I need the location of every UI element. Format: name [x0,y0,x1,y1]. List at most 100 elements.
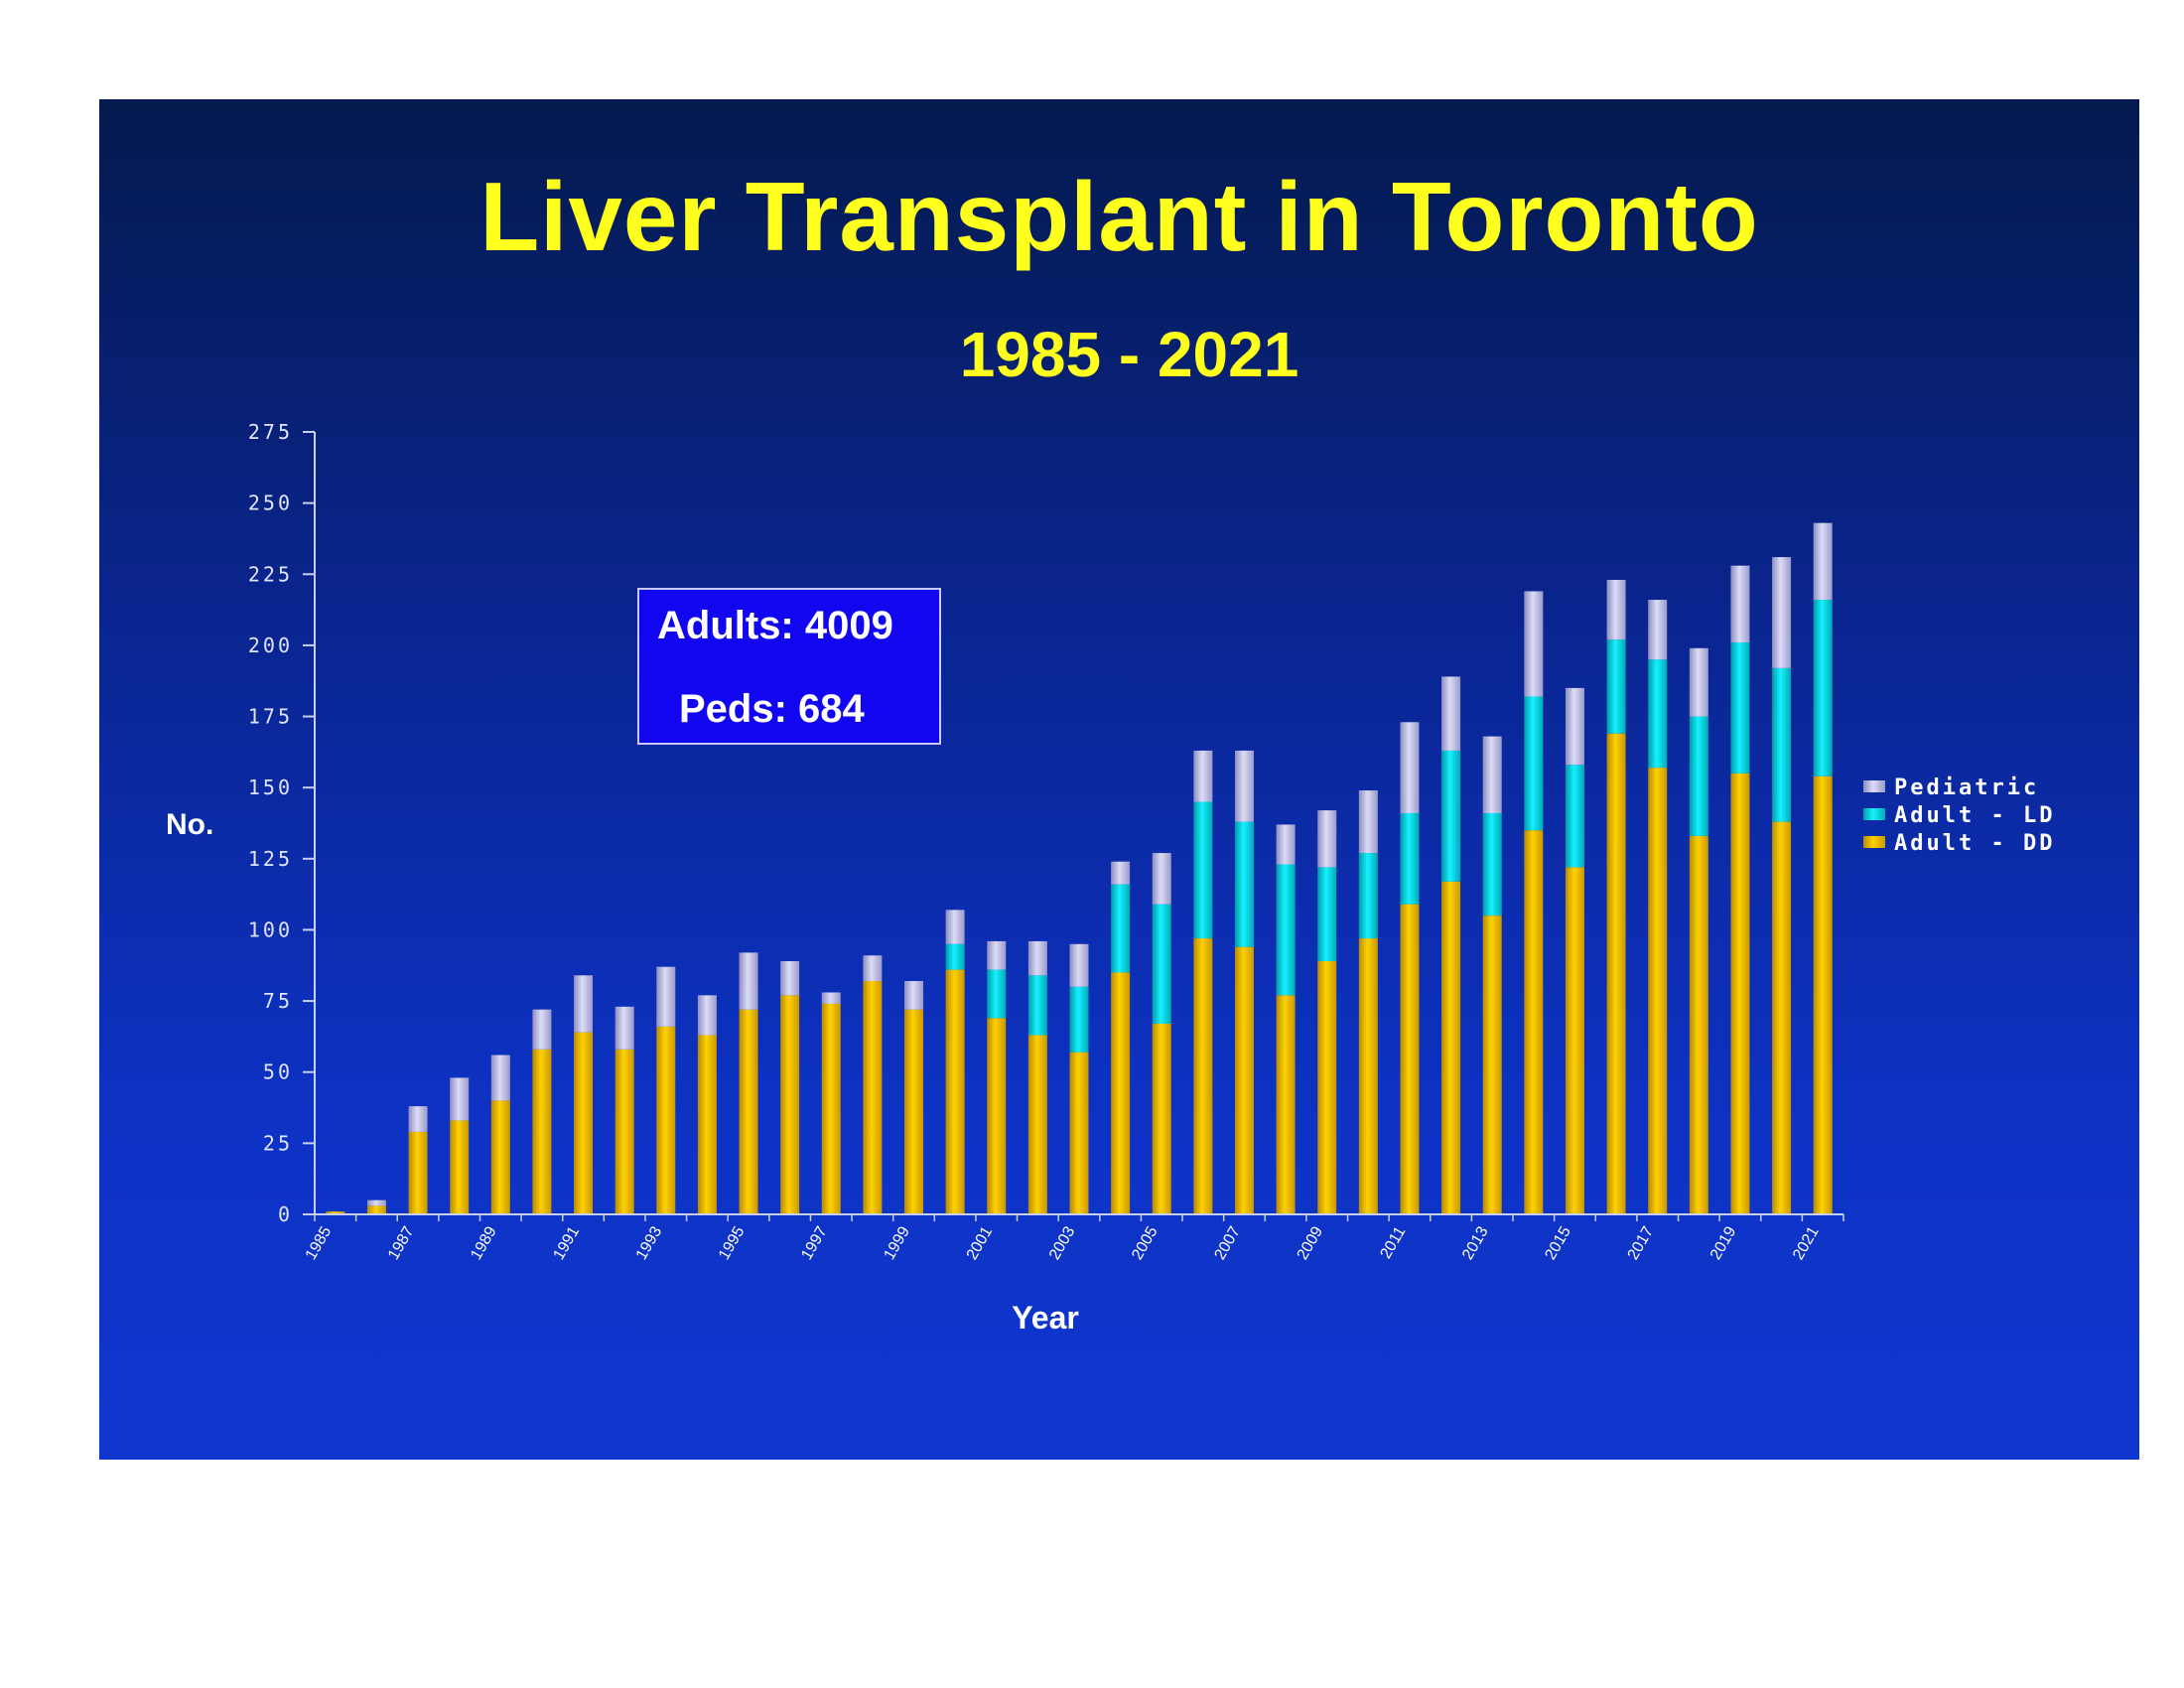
x-tick-label: 2019 [1707,1223,1740,1262]
x-tick-label: 1995 [716,1223,749,1262]
bar-adult-dd-2013 [1482,915,1502,1214]
chart-title: Liver Transplant in Toronto [479,162,1759,271]
y-tick-label: 50 [263,1060,293,1084]
y-tick-label: 200 [248,633,293,657]
x-tick-label: 2005 [1129,1223,1161,1262]
y-tick-label: 275 [248,420,293,444]
bar-adult-dd-2000 [945,969,965,1214]
bar-pediatric-2011 [1400,722,1420,813]
bar-pediatric-1992 [614,1006,634,1050]
y-tick-label: 250 [248,492,293,515]
bar-adult-dd-2014 [1524,830,1544,1214]
slide-background: Liver Transplant in Toronto 1985 - 2021 … [99,99,2139,1460]
bar-adult-dd-1996 [780,995,800,1214]
bar-adult-dd-1998 [863,981,883,1214]
bar-adult-ld-2010 [1358,853,1378,939]
bar-pediatric-2005 [1152,853,1171,905]
bar-pediatric-1991 [574,975,594,1033]
x-tick-label: 2003 [1046,1223,1079,1262]
bar-adult-ld-2002 [1027,975,1047,1036]
bar-adult-ld-2003 [1069,986,1089,1053]
bar-adult-dd-1993 [656,1026,676,1214]
bar-adult-dd-2021 [1813,775,1833,1214]
bar-adult-dd-1985 [326,1211,345,1214]
bar-pediatric-2008 [1276,824,1296,865]
legend: Pediatric Adult - LD Adult - DD [1863,775,2055,856]
bar-pediatric-2000 [945,910,965,944]
x-tick-label: 1985 [303,1223,336,1262]
bar-pediatric-1989 [490,1055,510,1101]
bar-pediatric-2016 [1606,580,1626,640]
bar-pediatric-1995 [739,952,758,1010]
bar-adult-dd-2011 [1400,904,1420,1214]
bar-pediatric-1996 [780,960,800,996]
bar-adult-ld-2013 [1482,812,1502,916]
bar-pediatric-2010 [1358,790,1378,854]
bar-pediatric-2013 [1482,736,1502,813]
legend-label-adult-ld: Adult - LD [1894,803,2055,828]
legend-label-adult-dd: Adult - DD [1894,831,2055,856]
x-tick-label: 2021 [1790,1223,1823,1262]
legend-label-pediatric: Pediatric [1894,775,2039,800]
bar-adult-dd-2004 [1111,972,1131,1214]
bar-adult-dd-2019 [1730,773,1750,1214]
bar-adult-ld-2014 [1524,696,1544,831]
bar-pediatric-1997 [821,992,841,1004]
adults-total-label: Adults: 4009 [657,604,893,647]
bar-adult-dd-1986 [366,1205,386,1214]
bar-pediatric-2003 [1069,943,1089,987]
x-tick-label: 2017 [1625,1223,1658,1262]
bar-adult-dd-2018 [1689,835,1708,1214]
bar-pediatric-2012 [1441,676,1461,751]
bar-pediatric-1998 [863,955,883,982]
y-tick-label: 100 [248,917,293,941]
bar-adult-dd-1990 [532,1049,552,1214]
bar-adult-dd-1988 [450,1120,470,1214]
bar-adult-dd-2003 [1069,1052,1089,1214]
peds-total-label: Peds: 684 [679,687,865,731]
y-tick-label: 0 [278,1202,293,1226]
bar-adult-ld-2021 [1813,600,1833,776]
x-axis-label: Year [1012,1300,1079,1336]
bar-adult-dd-2012 [1441,881,1461,1214]
bar-adult-ld-2018 [1689,716,1708,836]
bar-adult-ld-2016 [1606,639,1626,734]
bar-adult-dd-2008 [1276,995,1296,1214]
legend-swatch-pediatric [1863,780,1885,792]
totals-annotation-box: Adults: 4009 Peds: 684 [637,588,941,745]
bar-adult-dd-2009 [1317,960,1337,1214]
bar-adult-dd-1997 [821,1003,841,1214]
x-tick-label: 1991 [550,1223,583,1262]
bar-pediatric-2017 [1648,600,1668,660]
bar-pediatric-2015 [1565,687,1584,766]
bar-adult-ld-2006 [1193,801,1213,939]
x-tick-label: 2013 [1459,1223,1492,1262]
bar-adult-dd-2001 [987,1018,1007,1214]
bar-pediatric-2019 [1730,565,1750,643]
bar-pediatric-1988 [450,1077,470,1121]
bar-adult-ld-2017 [1648,659,1668,769]
y-tick-label: 175 [248,705,293,729]
bar-adult-dd-2005 [1152,1024,1171,1214]
bar-adult-ld-2009 [1317,867,1337,961]
y-tick-label: 225 [248,562,293,586]
bar-pediatric-2007 [1234,750,1254,822]
bar-pediatric-2018 [1689,647,1708,717]
bar-adult-dd-1987 [408,1131,428,1214]
bar-pediatric-2006 [1193,750,1213,802]
x-tick-label: 1993 [633,1223,666,1262]
x-tick-label: 1999 [881,1223,913,1262]
bar-pediatric-2021 [1813,522,1833,601]
bar-adult-dd-2015 [1565,867,1584,1214]
bar-adult-dd-1989 [490,1100,510,1214]
bar-adult-dd-1995 [739,1009,758,1214]
bar-adult-dd-2020 [1772,821,1792,1214]
legend-swatch-adult-dd [1863,836,1885,848]
bar-adult-ld-2000 [945,943,965,970]
bar-pediatric-1993 [656,966,676,1027]
stacked-bar-chart: 0 25 50 75 100 125 150 175 200 225 250 275 1985 1987… [166,420,2055,1336]
bar-adult-ld-2008 [1276,864,1296,996]
bar-adult-dd-1991 [574,1032,594,1214]
bar-pediatric-2002 [1027,940,1047,976]
bar-adult-dd-2010 [1358,938,1378,1214]
